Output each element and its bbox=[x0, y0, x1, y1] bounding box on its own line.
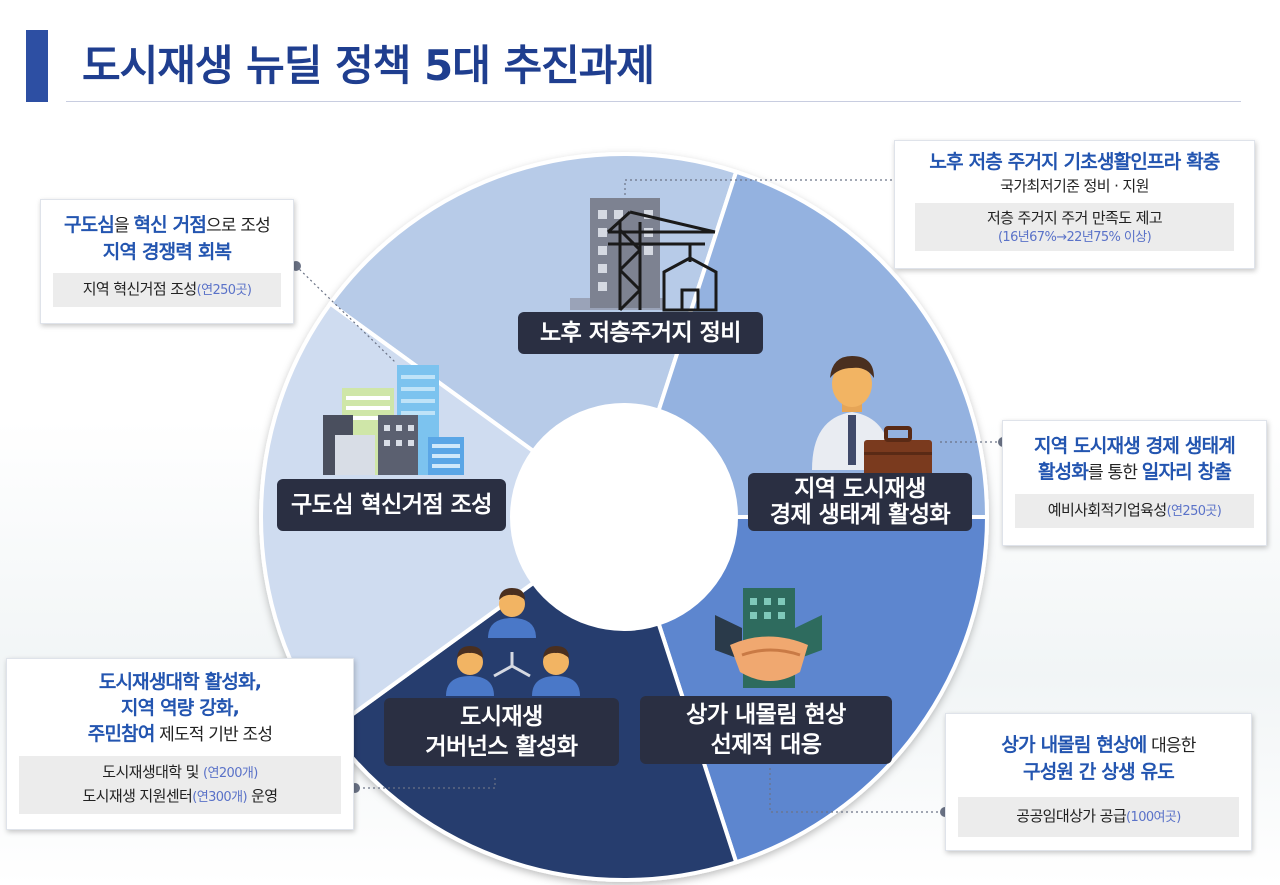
card-line: 국가최저기준 정비 · 지원 bbox=[1000, 177, 1149, 195]
card-housing-infrastructure: 노후 저층 주거지 기초생활인프라 확충 국가최저기준 정비 · 지원 저층 주… bbox=[894, 140, 1255, 269]
detail-note: (연250곳) bbox=[1166, 504, 1222, 519]
segment-label-housing: 노후 저층주거지 정비 bbox=[518, 312, 763, 354]
handshake-icon bbox=[715, 588, 822, 688]
card-detail-text: 도시재생대학 및 (연200개) bbox=[23, 761, 337, 785]
construction-crane-icon bbox=[570, 198, 718, 312]
card-headline-line2: 활성화를 통한 일자리 창출 bbox=[1003, 459, 1266, 486]
headline-part: 주민참여 bbox=[87, 723, 156, 745]
detail-part: 도시재생대학 및 bbox=[102, 763, 204, 781]
segment-label-gentrification: 상가 내몰림 현상 선제적 대응 bbox=[640, 696, 892, 764]
segment-label-governance: 도시재생 거버넌스 활성화 bbox=[384, 698, 619, 766]
card-headline-line3: 주민참여 제도적 기반 조성 bbox=[7, 721, 353, 748]
card-local-economy: 지역 도시재생 경제 생태계 활성화를 통한 일자리 창출 예비사회적기업육성(… bbox=[1002, 420, 1267, 546]
card-detail-text-line2: 도시재생 지원센터(연300개) 운영 bbox=[23, 785, 337, 809]
detail-part: 공공임대상가 공급 bbox=[1016, 807, 1127, 825]
detail-note: (100여곳) bbox=[1126, 810, 1181, 825]
segment-label-downtown: 구도심 혁신거점 조성 bbox=[277, 479, 506, 531]
segment-label-line1: 상가 내몰림 현상 bbox=[686, 702, 846, 728]
card-commercial-coexistence: 상가 내몰림 현상에 대응한 구성원 간 상생 유도 공공임대상가 공급(100… bbox=[945, 713, 1252, 851]
segment-label-line2: 경제 생태계 활성화 bbox=[769, 502, 951, 528]
title-underline bbox=[66, 101, 1241, 102]
segment-label-text: 노후 저층주거지 정비 bbox=[540, 320, 741, 346]
card-innovation-hub: 구도심을 혁신 거점으로 조성 지역 경쟁력 회복 지역 혁신거점 조성(연25… bbox=[40, 199, 294, 324]
city-buildings-icon bbox=[323, 365, 464, 475]
segment-label-line1: 도시재생 bbox=[460, 704, 543, 730]
connector-right-bottom bbox=[769, 768, 945, 813]
card-headline-line2: 지역 경쟁력 회복 bbox=[102, 241, 232, 263]
detail-note: (연250곳) bbox=[196, 283, 252, 298]
card-detail-box: 공공임대상가 공급(100여곳) bbox=[958, 797, 1239, 837]
segment-label-text: 구도심 혁신거점 조성 bbox=[291, 492, 492, 518]
card-detail-box: 저층 주거지 주거 만족도 제고 (16년67%→22년75% 이상) bbox=[915, 203, 1234, 251]
card-headline: 도시재생대학 활성화, bbox=[98, 671, 262, 693]
card-headline: 지역 도시재생 경제 생태계 bbox=[1034, 435, 1236, 457]
detail-part: 지역 혁신거점 조성 bbox=[82, 280, 198, 298]
headline-part: 상가 내몰림 현상에 bbox=[1001, 734, 1147, 756]
card-detail-text: 공공임대상가 공급(100여곳) bbox=[962, 805, 1235, 829]
headline-part: 혁신 거점 bbox=[133, 214, 207, 236]
card-headline: 구도심을 혁신 거점으로 조성 bbox=[41, 212, 293, 239]
people-network-icon bbox=[446, 588, 580, 696]
headline-part: 를 통한 bbox=[1088, 463, 1142, 483]
headline-part: 대응한 bbox=[1146, 736, 1196, 756]
title-accent-bar bbox=[26, 30, 48, 102]
headline-part: 구도심 bbox=[63, 214, 115, 236]
headline-part: 활성화 bbox=[1038, 461, 1089, 483]
segment-label-line2: 거버넌스 활성화 bbox=[425, 734, 578, 760]
businessman-icon bbox=[812, 356, 932, 478]
headline-part: 제도적 기반 조성 bbox=[154, 725, 273, 745]
card-detail-box: 예비사회적기업육성(연250곳) bbox=[1015, 494, 1254, 528]
card-detail-text: 예비사회적기업육성(연250곳) bbox=[1019, 499, 1250, 523]
card-headline: 상가 내몰림 현상에 대응한 bbox=[946, 732, 1251, 759]
card-governance: 도시재생대학 활성화, 지역 역량 강화, 주민참여 제도적 기반 조성 도시재… bbox=[6, 658, 354, 830]
detail-part: 운영 bbox=[246, 787, 278, 805]
card-detail-text: 지역 혁신거점 조성(연250곳) bbox=[57, 278, 277, 302]
card-detail-text: 저층 주거지 주거 만족도 제고 bbox=[986, 209, 1163, 227]
detail-part: 예비사회적기업육성 bbox=[1047, 501, 1167, 519]
headline-part: 으로 조성 bbox=[206, 216, 271, 236]
segment-label-line1: 지역 도시재생 bbox=[794, 476, 926, 502]
detail-note: (연200개) bbox=[203, 766, 258, 781]
connector-left-bottom bbox=[355, 778, 496, 789]
card-headline-line2: 구성원 간 상생 유도 bbox=[1023, 761, 1175, 783]
card-detail-box: 도시재생대학 및 (연200개) 도시재생 지원센터(연300개) 운영 bbox=[19, 756, 341, 814]
page-title: 도시재생 뉴딜 정책 5대 추진과제 bbox=[82, 41, 655, 90]
headline-part: 을 bbox=[114, 216, 134, 236]
card-detail-note: (16년67%→22년75% 이상) bbox=[997, 230, 1152, 245]
headline-part: 일자리 창출 bbox=[1141, 461, 1232, 483]
donut-hole bbox=[512, 405, 736, 629]
segment-label-line2: 선제적 대응 bbox=[710, 732, 822, 758]
segment-label-economy: 지역 도시재생 경제 생태계 활성화 bbox=[748, 473, 972, 531]
card-headline: 노후 저층 주거지 기초생활인프라 확충 bbox=[929, 151, 1220, 173]
detail-note: (연300개) bbox=[192, 790, 247, 805]
card-headline-line2: 지역 역량 강화, bbox=[120, 697, 240, 719]
card-detail-box: 지역 혁신거점 조성(연250곳) bbox=[53, 273, 281, 307]
detail-part: 도시재생 지원센터 bbox=[82, 787, 193, 805]
